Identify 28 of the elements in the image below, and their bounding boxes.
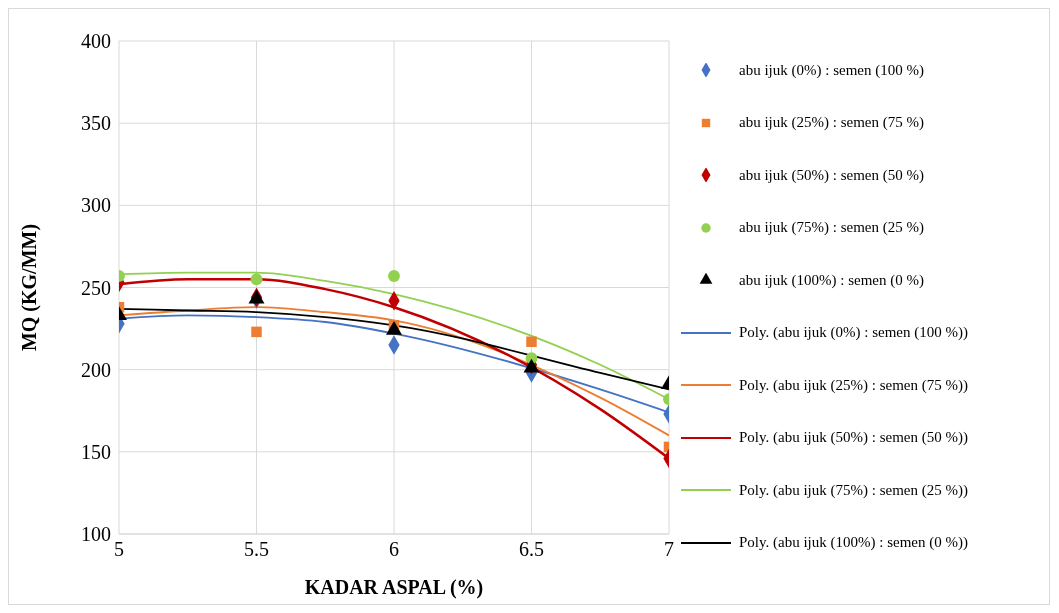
legend-label: abu ijuk (0%) : semen (100 %) bbox=[739, 61, 924, 79]
x-tick-label: 5 bbox=[114, 538, 124, 561]
legend-label: Poly. (abu ijuk (75%) : semen (25 %)) bbox=[739, 481, 968, 499]
y-tick-label: 350 bbox=[81, 112, 111, 135]
legend-label: Poly. (abu ijuk (50%) : semen (50 %)) bbox=[739, 429, 968, 447]
x-tick-label: 6.5 bbox=[519, 538, 544, 561]
legend-label: Poly. (abu ijuk (0%) : semen (100 %)) bbox=[739, 324, 968, 342]
point bbox=[526, 336, 537, 347]
y-axis-title: MQ (KG/MM) bbox=[18, 223, 42, 352]
legend-label: abu ijuk (75%) : semen (25 %) bbox=[739, 219, 924, 237]
y-tick-label: 150 bbox=[81, 440, 111, 463]
x-tick-label: 6 bbox=[389, 538, 399, 561]
legend-label: abu ijuk (50%) : semen (50 %) bbox=[739, 166, 924, 184]
y-tick-label: 200 bbox=[81, 358, 111, 381]
y-tick-label: 250 bbox=[81, 276, 111, 299]
x-tick-label: 5.5 bbox=[244, 538, 269, 561]
y-tick-label: 400 bbox=[81, 30, 111, 53]
legend-label: abu ijuk (25%) : semen (75 %) bbox=[739, 114, 924, 132]
point bbox=[388, 270, 400, 282]
point bbox=[250, 273, 263, 286]
x-axis-title: KADAR ASPAL (%) bbox=[304, 576, 484, 599]
point bbox=[251, 326, 262, 338]
legend-label: Poly. (abu ijuk (25%) : semen (75 %)) bbox=[739, 376, 968, 394]
y-tick-label: 100 bbox=[81, 523, 111, 546]
y-tick-label: 300 bbox=[81, 194, 111, 217]
legend-label: abu ijuk (100%) : semen (0 %) bbox=[739, 271, 924, 289]
legend-label: Poly. (abu ijuk (100%) : semen (0 %)) bbox=[739, 534, 968, 552]
x-tick-label: 7 bbox=[664, 538, 674, 561]
